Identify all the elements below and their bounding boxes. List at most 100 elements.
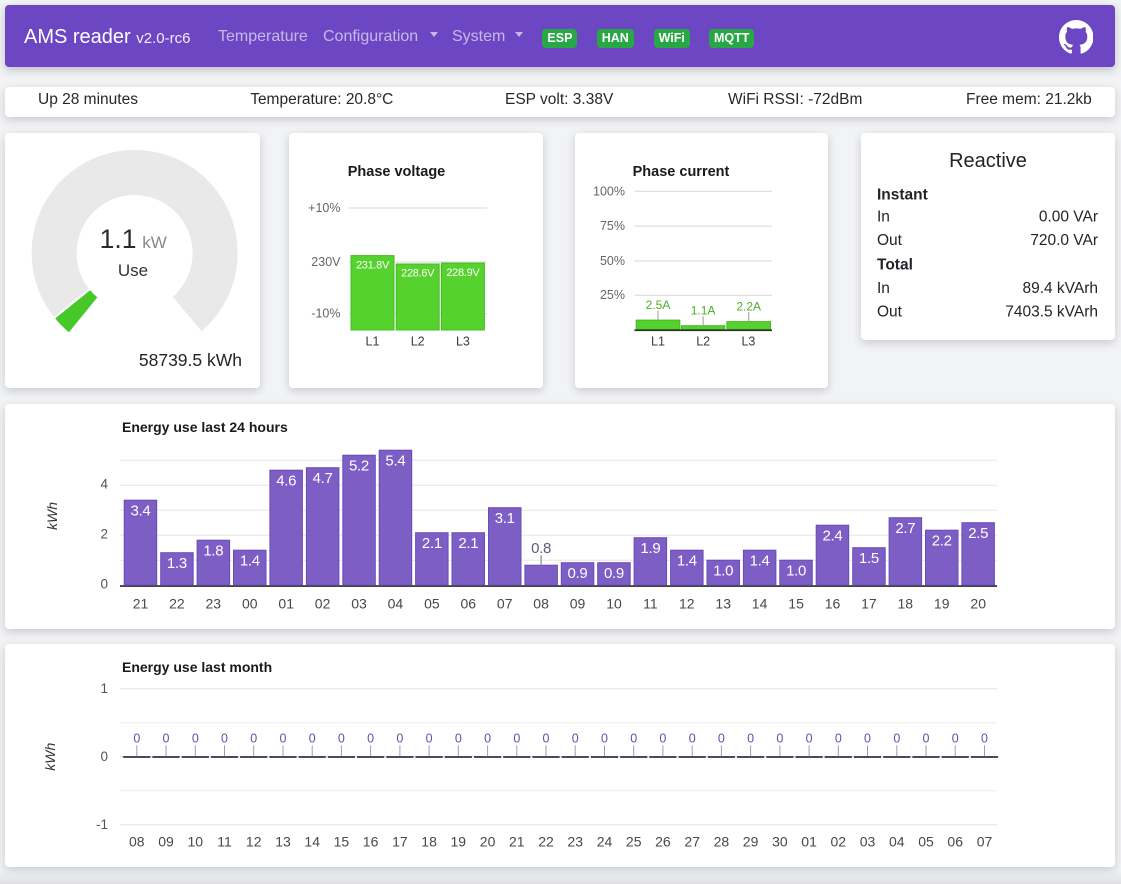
svg-text:In: In bbox=[877, 208, 890, 225]
svg-text:0: 0 bbox=[426, 732, 433, 746]
svg-text:21: 21 bbox=[509, 834, 525, 850]
svg-text:0: 0 bbox=[718, 732, 725, 746]
svg-text:26: 26 bbox=[655, 834, 671, 850]
svg-text:10: 10 bbox=[188, 834, 204, 850]
svg-text:1.1: 1.1 bbox=[100, 224, 137, 254]
svg-text:0: 0 bbox=[923, 732, 930, 746]
svg-text:0: 0 bbox=[221, 732, 228, 746]
svg-text:2.7: 2.7 bbox=[895, 520, 915, 537]
svg-text:1.4: 1.4 bbox=[750, 553, 770, 570]
svg-text:08: 08 bbox=[533, 596, 549, 612]
svg-text:0: 0 bbox=[952, 732, 959, 746]
svg-text:0.00 VAr: 0.00 VAr bbox=[1039, 208, 1098, 225]
svg-text:100%: 100% bbox=[593, 184, 625, 198]
svg-text:Energy use last 24 hours: Energy use last 24 hours bbox=[122, 419, 288, 435]
svg-text:0: 0 bbox=[981, 732, 988, 746]
svg-text:Phase voltage: Phase voltage bbox=[348, 164, 446, 180]
svg-text:Energy use last month: Energy use last month bbox=[122, 659, 272, 675]
svg-text:03: 03 bbox=[860, 834, 876, 850]
svg-text:2.5A: 2.5A bbox=[646, 298, 671, 312]
svg-text:0: 0 bbox=[659, 732, 666, 746]
svg-text:228.9V: 228.9V bbox=[446, 267, 480, 279]
svg-text:0: 0 bbox=[396, 732, 403, 746]
svg-text:0: 0 bbox=[250, 732, 257, 746]
svg-text:2.5: 2.5 bbox=[968, 525, 988, 542]
svg-text:Out: Out bbox=[877, 303, 903, 320]
svg-text:0: 0 bbox=[543, 732, 550, 746]
svg-text:231.8V: 231.8V bbox=[356, 259, 390, 271]
svg-text:4.7: 4.7 bbox=[313, 470, 333, 487]
svg-text:1.8: 1.8 bbox=[203, 543, 223, 560]
svg-text:1.0: 1.0 bbox=[713, 563, 733, 580]
svg-text:58739.5 kWh: 58739.5 kWh bbox=[139, 350, 242, 370]
svg-text:0: 0 bbox=[689, 732, 696, 746]
svg-text:Instant: Instant bbox=[877, 187, 928, 204]
svg-text:3.1: 3.1 bbox=[495, 510, 515, 527]
svg-text:-10%: -10% bbox=[311, 307, 340, 321]
svg-text:1.9: 1.9 bbox=[640, 540, 660, 557]
svg-text:00: 00 bbox=[242, 596, 258, 612]
svg-text:21: 21 bbox=[133, 596, 149, 612]
svg-text:5.2: 5.2 bbox=[349, 458, 369, 475]
svg-text:In: In bbox=[877, 280, 890, 297]
svg-text:L3: L3 bbox=[456, 335, 470, 349]
svg-text:0.8: 0.8 bbox=[531, 540, 551, 557]
svg-text:05: 05 bbox=[424, 596, 440, 612]
svg-text:L1: L1 bbox=[651, 335, 665, 349]
svg-text:2.4: 2.4 bbox=[823, 528, 843, 545]
svg-text:18: 18 bbox=[898, 596, 914, 612]
svg-text:1: 1 bbox=[100, 681, 108, 696]
svg-text:08: 08 bbox=[129, 834, 145, 850]
svg-text:L2: L2 bbox=[696, 335, 710, 349]
svg-text:-1: -1 bbox=[96, 817, 108, 832]
svg-text:27: 27 bbox=[684, 834, 700, 850]
svg-text:09: 09 bbox=[158, 834, 174, 850]
svg-text:05: 05 bbox=[918, 834, 934, 850]
svg-text:L3: L3 bbox=[741, 335, 755, 349]
svg-text:L2: L2 bbox=[411, 335, 425, 349]
svg-text:20: 20 bbox=[480, 834, 496, 850]
svg-text:01: 01 bbox=[278, 596, 294, 612]
svg-text:17: 17 bbox=[392, 834, 408, 850]
svg-text:0: 0 bbox=[280, 732, 287, 746]
svg-text:23: 23 bbox=[206, 596, 222, 612]
svg-text:14: 14 bbox=[752, 596, 768, 612]
svg-text:0: 0 bbox=[163, 732, 170, 746]
svg-text:7403.5 kVArh: 7403.5 kVArh bbox=[1005, 303, 1098, 320]
svg-text:0: 0 bbox=[100, 749, 108, 764]
svg-text:Out: Out bbox=[877, 232, 903, 249]
svg-text:22: 22 bbox=[538, 834, 554, 850]
svg-text:0: 0 bbox=[572, 732, 579, 746]
svg-text:2: 2 bbox=[100, 526, 108, 541]
svg-text:89.4 kVArh: 89.4 kVArh bbox=[1022, 280, 1098, 297]
svg-text:2.1: 2.1 bbox=[422, 535, 442, 552]
svg-text:1.4: 1.4 bbox=[240, 553, 260, 570]
svg-text:1.5: 1.5 bbox=[859, 550, 879, 567]
svg-text:0: 0 bbox=[309, 732, 316, 746]
svg-text:28: 28 bbox=[714, 834, 730, 850]
svg-text:4.6: 4.6 bbox=[276, 473, 296, 490]
svg-text:0: 0 bbox=[747, 732, 754, 746]
svg-text:228.6V: 228.6V bbox=[401, 268, 435, 280]
svg-text:11: 11 bbox=[643, 596, 658, 612]
svg-text:0: 0 bbox=[835, 732, 842, 746]
svg-text:15: 15 bbox=[334, 834, 350, 850]
svg-text:20: 20 bbox=[970, 596, 986, 612]
svg-text:06: 06 bbox=[461, 596, 477, 612]
svg-text:02: 02 bbox=[315, 596, 331, 612]
svg-text:2.1: 2.1 bbox=[458, 535, 478, 552]
svg-text:16: 16 bbox=[363, 834, 379, 850]
svg-text:0: 0 bbox=[513, 732, 520, 746]
svg-text:0: 0 bbox=[338, 732, 345, 746]
svg-text:5.4: 5.4 bbox=[385, 453, 405, 470]
svg-text:kWh: kWh bbox=[44, 502, 60, 530]
svg-text:01: 01 bbox=[801, 834, 817, 850]
svg-text:+10%: +10% bbox=[308, 201, 340, 215]
svg-text:Use: Use bbox=[118, 261, 148, 280]
svg-text:25%: 25% bbox=[600, 288, 625, 302]
svg-text:0: 0 bbox=[367, 732, 374, 746]
svg-text:23: 23 bbox=[567, 834, 583, 850]
svg-text:Total: Total bbox=[877, 257, 913, 274]
svg-text:04: 04 bbox=[388, 596, 404, 612]
svg-text:17: 17 bbox=[861, 596, 877, 612]
